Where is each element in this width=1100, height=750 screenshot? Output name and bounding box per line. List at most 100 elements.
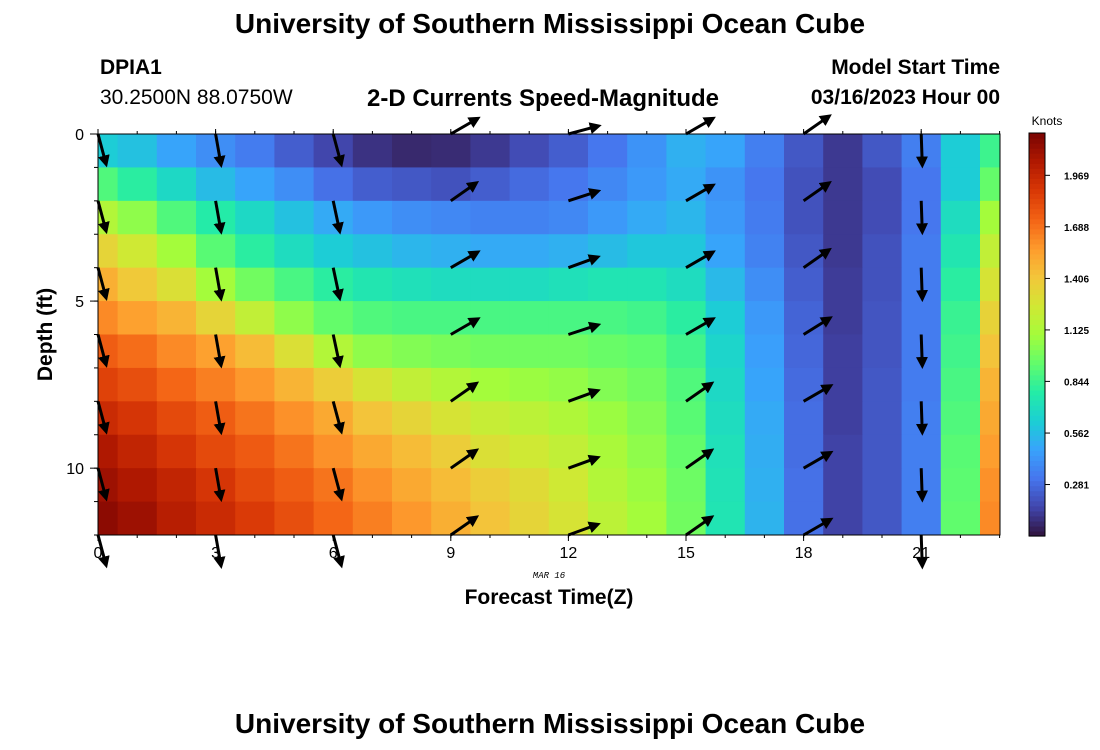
heatmap-cell bbox=[627, 401, 667, 436]
station-coordinates: 30.2500N 88.0750W bbox=[100, 86, 293, 109]
chart-subtitle: 2-D Currents Speed-Magnitude bbox=[367, 85, 720, 112]
heatmap-cell bbox=[156, 434, 197, 469]
current-vector-arrow bbox=[96, 534, 110, 569]
heatmap-cell bbox=[431, 134, 471, 168]
heatmap-cell bbox=[509, 301, 550, 335]
current-vector-arrow bbox=[802, 247, 832, 269]
colorbar-segment bbox=[1029, 198, 1045, 205]
colorbar-frame bbox=[1028, 132, 1046, 537]
heatmap-cell bbox=[627, 134, 667, 168]
heatmap-cell bbox=[352, 234, 393, 269]
heatmap-cell bbox=[392, 134, 432, 168]
colorbar-segment bbox=[1029, 148, 1045, 154]
heatmap-cell bbox=[392, 301, 432, 335]
colorbar-segment bbox=[1029, 168, 1045, 174]
heatmap-cell bbox=[431, 267, 471, 302]
heatmap-cell bbox=[509, 468, 550, 503]
heatmap-cell bbox=[705, 434, 746, 469]
heatmap-cell bbox=[235, 267, 275, 302]
current-vector-arrow bbox=[96, 133, 110, 168]
heatmap-cell bbox=[862, 468, 903, 503]
colorbar-segment bbox=[1029, 188, 1045, 195]
colorbar-segment bbox=[1029, 455, 1045, 462]
colorbar-tick-label: 1.969 bbox=[1064, 171, 1089, 182]
heatmap-cell bbox=[352, 434, 393, 469]
heatmap-cell bbox=[98, 234, 119, 269]
colorbar-segment bbox=[1029, 304, 1045, 310]
heatmap-cell bbox=[823, 234, 863, 269]
current-vector-arrow bbox=[685, 381, 715, 403]
heatmap-cell bbox=[588, 200, 628, 235]
heatmap-cell bbox=[862, 501, 903, 536]
heatmap-cell bbox=[352, 501, 393, 536]
heatmap-cell bbox=[470, 301, 511, 335]
current-vector-arrow bbox=[213, 200, 226, 235]
heatmap-cell bbox=[666, 401, 707, 436]
heatmap-cell bbox=[980, 401, 1001, 436]
heatmap-cell bbox=[274, 367, 315, 402]
heatmap-cell bbox=[392, 334, 432, 369]
heatmap-cell bbox=[940, 468, 981, 503]
heatmap-cell bbox=[392, 200, 432, 235]
colorbar-segment bbox=[1029, 530, 1045, 537]
heatmap-cell bbox=[980, 234, 1001, 269]
colorbar-segment bbox=[1029, 133, 1045, 139]
colorbar-segment bbox=[1029, 515, 1045, 522]
heatmap-cell bbox=[548, 200, 589, 235]
current-vector-arrow bbox=[331, 400, 345, 435]
colorbar-segment bbox=[1029, 470, 1045, 477]
heatmap-cell bbox=[470, 334, 511, 369]
current-vector-arrow bbox=[568, 122, 602, 136]
heatmap-cell bbox=[588, 334, 628, 369]
current-vector-arrow bbox=[213, 401, 226, 436]
heatmap-cell bbox=[862, 367, 903, 402]
heatmap-cell bbox=[666, 367, 707, 402]
heatmap-cell bbox=[156, 401, 197, 436]
heatmap-cell bbox=[823, 267, 863, 302]
x-tick-label: 0 bbox=[94, 545, 103, 562]
current-vector-arrow bbox=[802, 384, 834, 403]
colorbar-segment bbox=[1029, 374, 1045, 381]
heatmap-cell bbox=[274, 167, 315, 202]
heatmap-cell bbox=[588, 501, 628, 536]
heatmap-cell bbox=[980, 301, 1001, 335]
heatmap-cell bbox=[980, 167, 1001, 202]
top-title: University of Southern Mississippi Ocean… bbox=[234, 8, 866, 39]
heatmap-cell bbox=[823, 501, 863, 536]
heatmap-cell bbox=[784, 468, 824, 503]
current-vector-arrow bbox=[213, 534, 226, 569]
heatmap-cell bbox=[392, 167, 432, 202]
heatmap-cell bbox=[509, 267, 550, 302]
colorbar-segment bbox=[1029, 415, 1045, 421]
heatmap-cell bbox=[470, 434, 511, 469]
heatmap-cell bbox=[588, 167, 628, 202]
heatmap-cell bbox=[313, 367, 354, 402]
current-vector-arrow bbox=[331, 534, 345, 569]
heatmap-cell bbox=[274, 301, 315, 335]
current-vector-arrow bbox=[213, 467, 226, 503]
heatmap-cell bbox=[705, 468, 746, 503]
heatmap-cell bbox=[470, 234, 511, 269]
heatmap-cell bbox=[980, 267, 1001, 302]
heatmap-cell bbox=[117, 234, 158, 269]
heatmap-cell bbox=[627, 434, 667, 469]
heatmap-cell bbox=[431, 167, 471, 202]
heatmap-cell bbox=[548, 267, 589, 302]
heatmap-cell bbox=[744, 134, 785, 168]
heatmap-cell bbox=[705, 200, 746, 235]
heatmap-cell bbox=[313, 234, 354, 269]
colorbar-segment bbox=[1029, 258, 1045, 265]
heatmap-cell bbox=[274, 134, 315, 168]
heatmap-cell bbox=[901, 301, 942, 335]
colorbar-segment bbox=[1029, 153, 1045, 159]
current-vector-arrow bbox=[567, 521, 601, 537]
current-vector-arrow bbox=[449, 515, 480, 537]
heatmap-cell bbox=[392, 401, 432, 436]
colorbar-segment bbox=[1029, 379, 1045, 386]
heatmap-cell bbox=[666, 334, 707, 369]
current-vector-arrow bbox=[450, 250, 481, 269]
heatmap-cell bbox=[156, 200, 197, 235]
heatmap-cell bbox=[980, 200, 1001, 235]
heatmap-cell bbox=[431, 434, 471, 469]
heatmap-cell bbox=[940, 267, 981, 302]
